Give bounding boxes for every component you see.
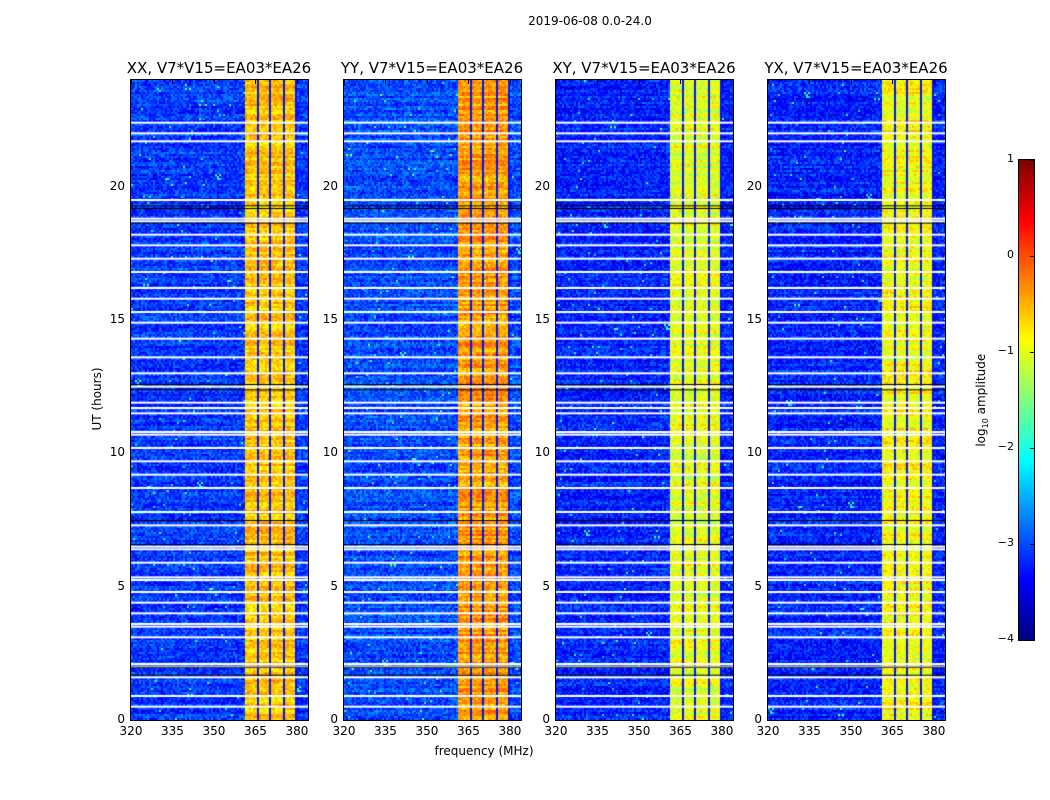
y-tick-label: 10 — [109, 445, 125, 460]
x-axis-label: frequency (MHz) — [434, 744, 534, 758]
panel-title: XX, V7*V15=EA03*EA26 — [126, 59, 312, 77]
x-tick-label: 335 — [586, 724, 609, 738]
x-tick-label: 380 — [922, 724, 946, 738]
x-tick-mark — [721, 80, 723, 84]
x-tick-mark — [426, 80, 428, 84]
x-tick-label: 350 — [627, 724, 651, 738]
x-tick-mark — [809, 80, 811, 84]
y-axis-label: UT (hours) — [90, 367, 104, 431]
colorbar-label-sub: 10 — [981, 418, 991, 429]
y-tick-label: 5 — [754, 578, 762, 593]
x-tick-mark — [255, 80, 257, 84]
y-tick-label: 0 — [754, 712, 762, 726]
heatmap-cells — [556, 80, 733, 720]
x-tick-label: 335 — [161, 724, 184, 738]
y-tick-label: 5 — [117, 578, 125, 593]
colorbar-label: log10 amplitude — [974, 340, 990, 460]
y-tick-label: 0 — [330, 712, 338, 726]
x-tick-mark — [509, 80, 511, 84]
x-tick-mark — [344, 80, 345, 84]
colorbar-tick-mark — [1030, 160, 1034, 161]
colorbar-tick-mark — [1030, 640, 1034, 641]
heatmap-panel — [130, 79, 309, 721]
x-tick-mark — [385, 80, 387, 84]
x-tick-label: 365 — [669, 724, 692, 738]
x-tick-label: 350 — [415, 724, 439, 738]
panel-title: YY, V7*V15=EA03*EA26 — [340, 59, 524, 77]
x-tick-label: 320 — [756, 724, 780, 738]
x-tick-label: 335 — [374, 724, 397, 738]
heatmap-cells — [131, 80, 308, 720]
y-tick-label: 20 — [322, 178, 338, 193]
x-tick-mark — [638, 80, 640, 84]
x-tick-label: 365 — [244, 724, 267, 738]
colorbar-tick-label: −4 — [997, 632, 1014, 645]
x-tick-label: 365 — [457, 724, 480, 738]
heatmap-panel — [767, 79, 946, 721]
colorbar-tick-label: 1 — [1007, 152, 1014, 165]
colorbar-label-rest: amplitude — [973, 353, 988, 419]
x-tick-mark — [597, 80, 599, 84]
x-tick-mark — [933, 80, 935, 84]
y-tick-label: 10 — [746, 445, 762, 460]
x-tick-label: 380 — [710, 724, 734, 738]
y-tick-label: 15 — [322, 312, 338, 326]
colorbar — [1018, 159, 1035, 641]
x-tick-mark — [850, 80, 852, 84]
y-tick-label: 5 — [542, 578, 550, 593]
y-tick-label: 15 — [746, 312, 762, 326]
heatmap-panel — [343, 79, 522, 721]
colorbar-tick-mark — [1030, 544, 1034, 545]
colorbar-gradient — [1019, 160, 1034, 640]
y-tick-label: 10 — [322, 445, 338, 460]
x-tick-mark — [296, 80, 298, 84]
colorbar-tick-mark — [1030, 256, 1034, 257]
panel-title: YX, V7*V15=EA03*EA26 — [764, 59, 948, 77]
x-tick-label: 380 — [498, 724, 522, 738]
x-tick-mark — [768, 80, 769, 84]
x-tick-mark — [213, 80, 215, 84]
x-tick-mark — [468, 80, 470, 84]
panel-title: XY, V7*V15=EA03*EA26 — [552, 59, 736, 77]
heatmap-panel — [555, 79, 734, 721]
x-tick-label: 380 — [285, 724, 309, 738]
colorbar-tick-mark — [1030, 448, 1034, 449]
colorbar-tick-mark — [1030, 352, 1034, 353]
x-tick-label: 350 — [839, 724, 863, 738]
x-tick-label: 365 — [881, 724, 904, 738]
y-tick-label: 15 — [534, 312, 550, 326]
x-tick-mark — [680, 80, 682, 84]
colorbar-label-main: log — [973, 428, 988, 447]
x-tick-mark — [892, 80, 894, 84]
x-tick-mark — [172, 80, 174, 84]
colorbar-tick-label: −3 — [997, 536, 1014, 549]
y-tick-label: 0 — [542, 712, 550, 726]
heatmap-cells — [768, 80, 945, 720]
x-tick-label: 335 — [798, 724, 821, 738]
colorbar-tick-label: 0 — [1007, 248, 1014, 261]
x-tick-mark — [131, 80, 132, 84]
y-tick-label: 20 — [534, 178, 550, 193]
x-tick-label: 320 — [332, 724, 356, 738]
y-tick-label: 15 — [109, 312, 125, 326]
figure-title: 2019-06-08 0.0-24.0 — [528, 14, 652, 28]
heatmap-cells — [344, 80, 521, 720]
x-tick-mark — [556, 80, 557, 84]
x-tick-label: 320 — [544, 724, 568, 738]
x-tick-label: 320 — [119, 724, 143, 738]
y-tick-label: 0 — [117, 712, 125, 726]
y-tick-label: 10 — [534, 445, 550, 460]
colorbar-tick-label: −2 — [997, 440, 1014, 453]
y-tick-label: 5 — [330, 578, 338, 593]
x-tick-label: 350 — [202, 724, 226, 738]
colorbar-tick-label: −1 — [997, 344, 1014, 357]
y-tick-label: 20 — [746, 178, 762, 193]
y-tick-label: 20 — [109, 178, 125, 193]
